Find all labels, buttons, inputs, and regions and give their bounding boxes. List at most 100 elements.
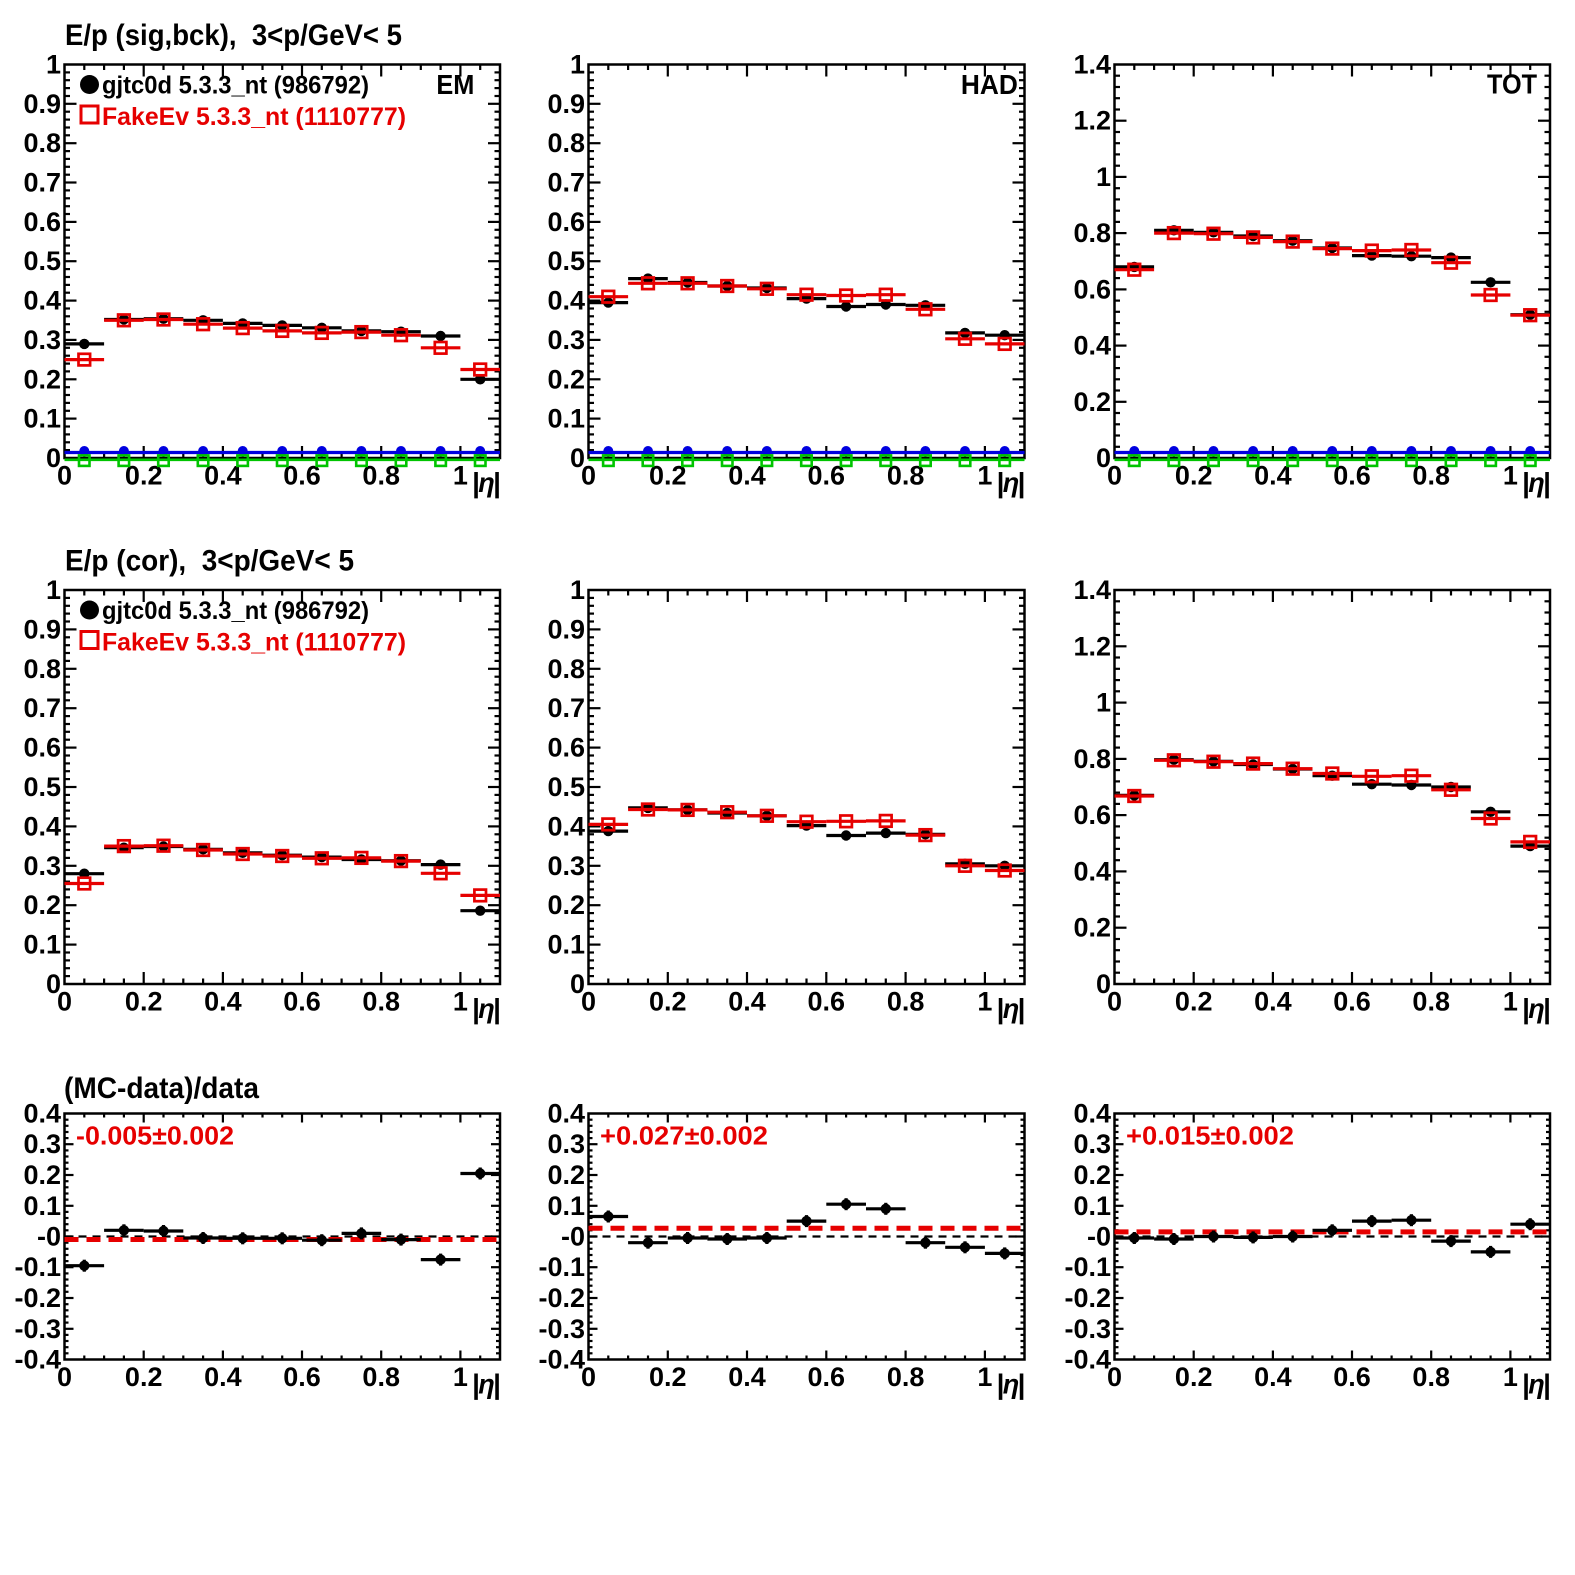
svg-text:0.8: 0.8	[887, 1362, 925, 1392]
svg-text:-0.4: -0.4	[538, 1345, 585, 1375]
svg-text:0.4: 0.4	[1073, 331, 1111, 361]
svg-text:|: |	[493, 993, 501, 1024]
svg-text:0.4: 0.4	[204, 987, 242, 1017]
svg-text:-0.1: -0.1	[14, 1252, 61, 1282]
svg-text:|: |	[493, 1369, 501, 1400]
svg-text:1: 1	[46, 575, 61, 605]
svg-text:1: 1	[1503, 987, 1518, 1017]
svg-text:0.2: 0.2	[649, 461, 687, 491]
svg-text:0: 0	[1107, 1362, 1122, 1392]
svg-text:0.1: 0.1	[1073, 1191, 1111, 1221]
svg-text:HAD: HAD	[961, 69, 1018, 100]
svg-text:0.8: 0.8	[1412, 461, 1450, 491]
svg-text:0: 0	[46, 443, 61, 473]
svg-text:E/p (sig,bck), 3<p/GeV< 5: E/p (sig,bck), 3<p/GeV< 5	[65, 19, 402, 52]
svg-text:0.7: 0.7	[547, 168, 585, 198]
svg-text:-0.2: -0.2	[1064, 1283, 1111, 1313]
svg-text:1: 1	[977, 987, 992, 1017]
svg-text:0.6: 0.6	[283, 987, 321, 1017]
svg-text:-0.1: -0.1	[538, 1252, 585, 1282]
svg-text:η: η	[1003, 468, 1020, 498]
svg-text:0.6: 0.6	[547, 207, 585, 237]
svg-text:0.4: 0.4	[204, 461, 242, 491]
svg-text:1.4: 1.4	[1073, 50, 1111, 80]
svg-text:-0.3: -0.3	[1064, 1314, 1111, 1344]
svg-text:1: 1	[977, 461, 992, 491]
svg-text:0.9: 0.9	[547, 89, 585, 119]
svg-text:0: 0	[570, 969, 585, 999]
svg-text:0.8: 0.8	[362, 461, 400, 491]
svg-text:|: |	[1543, 993, 1551, 1024]
svg-text:|: |	[472, 467, 480, 498]
svg-text:0.6: 0.6	[808, 987, 846, 1017]
svg-text:0.7: 0.7	[547, 693, 585, 723]
svg-text:0.8: 0.8	[1073, 218, 1111, 248]
svg-text:0.5: 0.5	[23, 772, 61, 802]
svg-text:η: η	[478, 468, 495, 498]
svg-text:0: 0	[1096, 443, 1111, 473]
svg-text:0.6: 0.6	[23, 207, 61, 237]
svg-text:0.6: 0.6	[547, 733, 585, 763]
svg-text:0.4: 0.4	[23, 811, 61, 841]
svg-text:0.6: 0.6	[1333, 1362, 1371, 1392]
svg-text:0.2: 0.2	[1175, 987, 1213, 1017]
svg-text:η: η	[1528, 994, 1545, 1024]
svg-text:0.8: 0.8	[23, 654, 61, 684]
svg-text:0.6: 0.6	[808, 1362, 846, 1392]
svg-text:0.2: 0.2	[649, 1362, 687, 1392]
svg-text:0.8: 0.8	[1073, 744, 1111, 774]
svg-text:0.2: 0.2	[125, 461, 163, 491]
svg-text:0: 0	[581, 987, 596, 1017]
svg-text:0.4: 0.4	[23, 1099, 61, 1129]
svg-text:1: 1	[1096, 162, 1111, 192]
svg-text:|: |	[997, 993, 1005, 1024]
svg-text:0.5: 0.5	[547, 246, 585, 276]
svg-text:0.4: 0.4	[1254, 1362, 1292, 1392]
svg-text:0: 0	[581, 1362, 596, 1392]
svg-text:1: 1	[46, 50, 61, 80]
svg-text:|: |	[1522, 993, 1530, 1024]
svg-text:-0.3: -0.3	[14, 1314, 61, 1344]
svg-text:η: η	[478, 1370, 495, 1400]
svg-text:0: 0	[57, 987, 72, 1017]
svg-text:0.4: 0.4	[728, 461, 766, 491]
svg-text:0.1: 0.1	[23, 404, 61, 434]
svg-text:0.4: 0.4	[1254, 461, 1292, 491]
svg-text:0.4: 0.4	[547, 1099, 585, 1129]
svg-text:η: η	[1003, 994, 1020, 1024]
svg-text:FakeEv 5.3.3_nt (1110777): FakeEv 5.3.3_nt (1110777)	[102, 629, 406, 657]
svg-text:|: |	[1543, 467, 1551, 498]
svg-text:0.9: 0.9	[23, 614, 61, 644]
svg-text:0.7: 0.7	[23, 693, 61, 723]
svg-text:gjtc0d 5.3.3_nt (986792): gjtc0d 5.3.3_nt (986792)	[102, 597, 369, 625]
svg-text:-0: -0	[1087, 1222, 1111, 1252]
svg-text:-0.2: -0.2	[538, 1283, 585, 1313]
svg-text:0.4: 0.4	[547, 286, 585, 316]
svg-text:0.4: 0.4	[1073, 1099, 1111, 1129]
svg-text:0: 0	[1096, 969, 1111, 999]
svg-text:0.8: 0.8	[362, 1362, 400, 1392]
svg-text:0.4: 0.4	[23, 286, 61, 316]
svg-text:0.2: 0.2	[125, 987, 163, 1017]
svg-text:|: |	[1543, 1369, 1551, 1400]
svg-text:1: 1	[570, 50, 585, 80]
svg-text:TOT: TOT	[1487, 69, 1537, 100]
svg-text:0.8: 0.8	[887, 461, 925, 491]
svg-text:EM: EM	[436, 69, 474, 100]
svg-text:0.2: 0.2	[1073, 387, 1111, 417]
svg-text:1: 1	[1503, 461, 1518, 491]
svg-text:-0.4: -0.4	[1064, 1345, 1111, 1375]
svg-text:FakeEv 5.3.3_nt (1110777): FakeEv 5.3.3_nt (1110777)	[102, 103, 406, 131]
svg-text:+0.027±0.002: +0.027±0.002	[600, 1121, 768, 1151]
svg-text:0.2: 0.2	[23, 1160, 61, 1190]
svg-text:+0.015±0.002: +0.015±0.002	[1126, 1121, 1294, 1151]
svg-text:0.4: 0.4	[204, 1362, 242, 1392]
svg-text:0: 0	[581, 461, 596, 491]
svg-text:0.2: 0.2	[547, 364, 585, 394]
svg-text:1.4: 1.4	[1073, 575, 1111, 605]
svg-text:0.1: 0.1	[547, 1191, 585, 1221]
svg-text:0.3: 0.3	[1073, 1129, 1111, 1159]
svg-text:0.2: 0.2	[1073, 913, 1111, 943]
svg-text:1: 1	[453, 461, 468, 491]
svg-text:1: 1	[453, 987, 468, 1017]
